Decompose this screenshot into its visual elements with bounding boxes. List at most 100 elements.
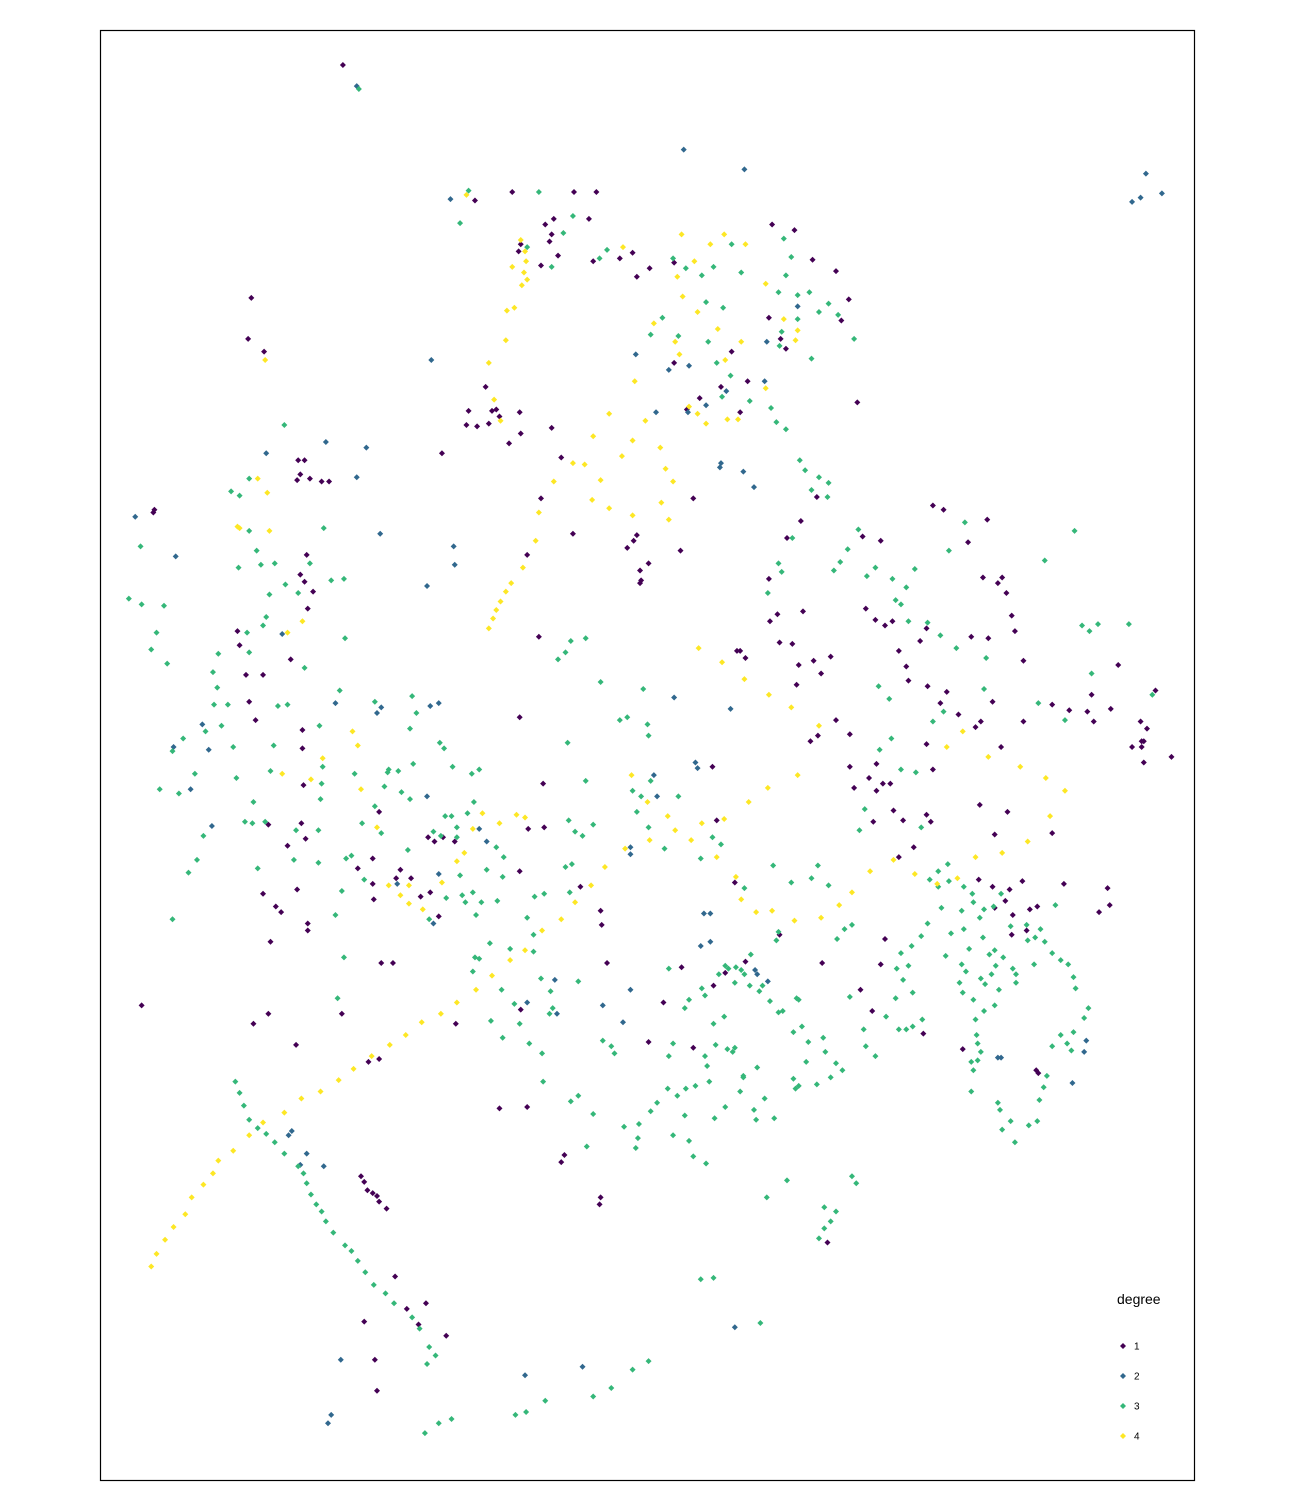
data-point — [1129, 198, 1136, 205]
data-point — [647, 777, 654, 784]
data-point — [214, 684, 221, 691]
data-point — [215, 650, 222, 657]
data-point — [719, 393, 726, 400]
data-point — [523, 1408, 530, 1415]
data-point — [713, 359, 720, 366]
data-point — [717, 460, 724, 467]
data-point — [877, 961, 884, 968]
data-point — [970, 996, 977, 1003]
data-point — [1002, 897, 1009, 904]
data-point — [304, 920, 311, 927]
data-point — [525, 825, 532, 832]
data-point — [788, 253, 795, 260]
data-point — [782, 272, 789, 279]
data-point — [897, 601, 904, 608]
data-point — [929, 718, 936, 725]
data-point — [566, 889, 573, 896]
data-point — [751, 484, 757, 491]
data-point — [795, 1082, 802, 1089]
data-point — [705, 338, 712, 345]
data-point — [382, 1290, 389, 1297]
data-point — [1034, 903, 1041, 910]
data-point — [1043, 1072, 1050, 1079]
data-point — [975, 876, 982, 883]
data-point — [833, 1060, 840, 1067]
data-point — [361, 876, 368, 883]
data-point — [808, 355, 815, 362]
data-point — [585, 215, 592, 222]
data-point — [228, 488, 235, 495]
data-point — [449, 763, 456, 770]
data-point — [860, 1026, 867, 1033]
data-point — [647, 331, 654, 338]
data-point — [417, 893, 424, 900]
data-point — [982, 981, 989, 988]
data-point — [660, 999, 667, 1006]
data-point — [662, 465, 669, 472]
data-point — [956, 979, 963, 986]
data-point — [246, 1132, 253, 1139]
data-point — [959, 989, 966, 996]
data-point — [727, 372, 734, 379]
data-point — [903, 663, 910, 670]
data-point — [650, 320, 657, 327]
data-point — [671, 359, 678, 366]
data-point — [295, 1163, 302, 1170]
data-point — [497, 417, 504, 424]
data-point — [780, 316, 787, 323]
data-point — [789, 640, 796, 647]
data-point — [674, 273, 681, 280]
data-point — [430, 920, 437, 927]
data-point — [827, 653, 834, 660]
data-point — [778, 328, 785, 335]
data-point — [977, 718, 984, 725]
data-point — [516, 868, 523, 875]
data-point — [1060, 880, 1067, 887]
data-point — [442, 813, 449, 820]
data-point — [989, 698, 996, 705]
data-point — [961, 519, 968, 526]
data-point — [318, 478, 325, 485]
data-point — [531, 893, 538, 900]
data-point — [132, 513, 139, 520]
data-point — [288, 1128, 295, 1135]
data-point — [579, 832, 586, 839]
data-point — [517, 1006, 524, 1013]
data-point — [937, 632, 944, 639]
data-point — [348, 852, 355, 859]
data-point — [892, 995, 899, 1002]
data-point — [515, 248, 522, 255]
data-point — [808, 875, 815, 882]
data-point — [597, 678, 604, 685]
data-point — [524, 551, 531, 558]
data-point — [712, 1041, 719, 1048]
data-point — [703, 1160, 710, 1167]
data-point — [337, 1356, 344, 1363]
data-point — [1041, 938, 1048, 945]
data-point — [1070, 1029, 1077, 1036]
data-point — [265, 821, 272, 828]
data-point — [959, 728, 966, 735]
data-point — [468, 770, 475, 777]
data-point — [334, 995, 341, 1002]
data-point — [1090, 718, 1097, 725]
data-point — [754, 971, 761, 978]
data-point — [428, 357, 435, 364]
data-point — [738, 896, 745, 903]
data-point — [436, 739, 443, 746]
data-point — [435, 1420, 442, 1427]
data-point — [209, 669, 216, 676]
data-point — [517, 237, 524, 244]
data-point — [713, 817, 720, 824]
data-point — [720, 304, 727, 311]
data-point — [561, 1152, 568, 1159]
data-point — [672, 827, 679, 834]
data-point — [972, 1016, 979, 1023]
data-point — [448, 813, 455, 820]
data-point — [1149, 691, 1156, 698]
data-point — [547, 988, 554, 995]
data-point — [377, 530, 384, 537]
data-point — [846, 763, 853, 770]
data-point — [422, 1300, 429, 1307]
data-point — [260, 622, 267, 629]
